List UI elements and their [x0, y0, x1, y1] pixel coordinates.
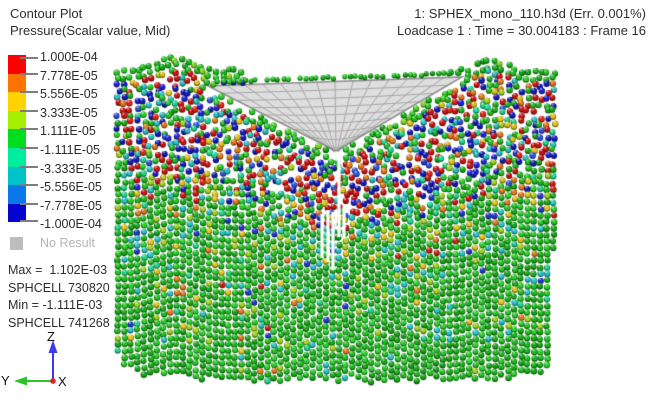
stat-max: Max = 1.102E-03 [8, 263, 108, 277]
stat-min: Min = -1.111E-03 [8, 298, 103, 312]
contour-legend: 1.000E-04 7.778E-05 5.556E-05 3.333E-05 1.11… [8, 50, 138, 265]
loadcase-time-frame: Loadcase 1 : Time = 30.004183 : Frame 16 [397, 23, 646, 38]
legend-label: 5.556E-05 [40, 87, 98, 102]
legend-tick [20, 72, 38, 75]
legend-label: -1.000E-04 [40, 217, 102, 232]
legend-tick [20, 184, 38, 187]
z-axis-label: Z [47, 329, 55, 344]
legend-tick [20, 220, 38, 223]
legend-band [8, 73, 26, 93]
stat-min-cell: SPHCELL 741268 [8, 315, 110, 330]
y-axis-arrow-icon [14, 376, 27, 386]
legend-tick [20, 91, 38, 94]
legend-label: 1.111E-05 [40, 124, 96, 139]
no-result-swatch-icon [10, 237, 23, 250]
legend-tick [20, 147, 38, 149]
x-axis-label: X [58, 374, 67, 389]
legend-tick [20, 109, 38, 112]
orientation-triad: Z Y X [1, 329, 67, 389]
legend-tick [20, 165, 38, 168]
stat-max-cell: SPHCELL 730820 [8, 280, 110, 295]
legend-band [8, 110, 26, 130]
legend-label: -7.778E-05 [40, 198, 102, 213]
legend-band [8, 203, 26, 223]
legend-band [8, 147, 26, 167]
legend-label: -3.333E-05 [40, 161, 102, 176]
no-result-label: No Result [40, 236, 95, 250]
contour-title-line2: Pressure(Scalar value, Mid) [10, 23, 171, 38]
contour-title: Contour Plot Pressure(Scalar value, Mid) [10, 5, 170, 39]
legend-band [8, 55, 26, 74]
model-filename: 1: SPHEX_mono_110.h3d (Err. 0.001%) [414, 6, 646, 21]
z-axis-arrow-icon [48, 340, 58, 353]
legend-label: 1.000E-04 [40, 50, 98, 64]
model-info: 1: SPHEX_mono_110.h3d (Err. 0.001%) Load… [397, 5, 646, 39]
legend-band [8, 129, 26, 148]
legend-colorbar [8, 55, 26, 223]
contour-title-line1: Contour Plot [10, 6, 83, 21]
legend-label: 3.333E-05 [40, 105, 98, 120]
legend-band [8, 92, 26, 111]
minmax-stats: Max = 1.102E-03 SPHCELL 730820 Min = -1.… [8, 262, 110, 332]
y-axis-label: Y [1, 373, 10, 388]
x-axis-dot-icon [50, 378, 56, 384]
legend-band [8, 166, 26, 186]
legend-label: -1.111E-05 [40, 143, 100, 157]
legend-label: -5.556E-05 [40, 180, 102, 195]
legend-tick [20, 128, 38, 131]
legend-label: 7.778E-05 [40, 68, 98, 83]
legend-band [8, 185, 26, 204]
legend-tick [20, 202, 38, 205]
legend-tick [20, 57, 38, 59]
